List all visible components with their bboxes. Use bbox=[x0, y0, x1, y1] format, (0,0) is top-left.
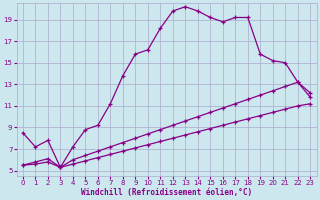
X-axis label: Windchill (Refroidissement éolien,°C): Windchill (Refroidissement éolien,°C) bbox=[81, 188, 252, 197]
